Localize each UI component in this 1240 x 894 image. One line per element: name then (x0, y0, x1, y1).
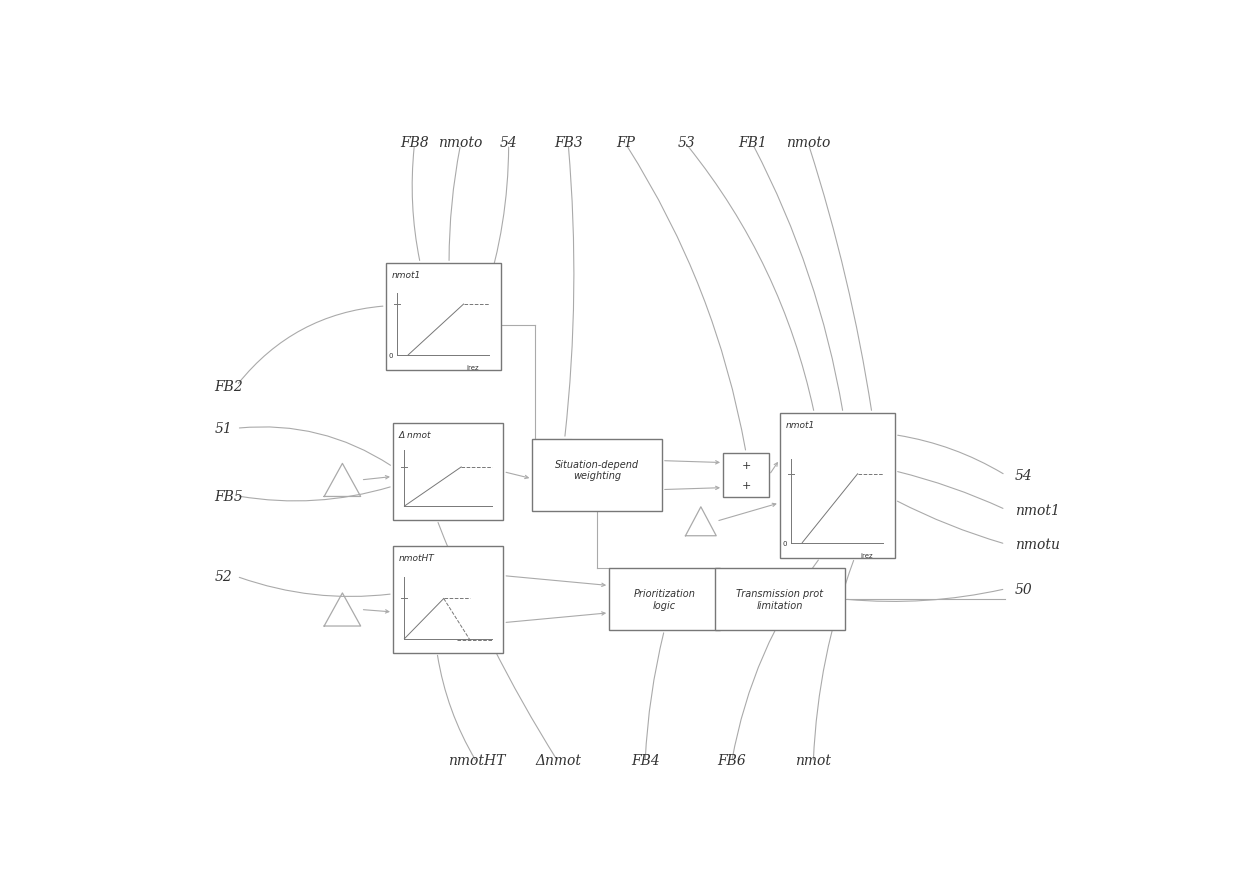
Text: 53: 53 (677, 136, 696, 150)
Bar (780, 414, 895, 558)
Text: nmoto: nmoto (786, 136, 831, 150)
Text: FB2: FB2 (215, 379, 243, 393)
Text: +: + (742, 460, 750, 471)
Text: nmot1: nmot1 (1016, 503, 1060, 517)
Text: Prioritization
logic: Prioritization logic (634, 588, 696, 611)
Text: Situation-depend
weighting: Situation-depend weighting (556, 460, 639, 481)
Text: 54: 54 (500, 136, 517, 150)
Bar (393, 424, 503, 520)
Text: FB1: FB1 (738, 136, 768, 150)
Text: +: + (742, 480, 750, 491)
Text: 52: 52 (215, 569, 232, 584)
Bar (393, 546, 503, 653)
Text: FB6: FB6 (717, 753, 746, 767)
Text: nmotu: nmotu (1016, 537, 1060, 552)
Text: Δ nmot: Δ nmot (398, 431, 432, 440)
Bar (386, 264, 501, 371)
Text: nmoto: nmoto (439, 136, 482, 150)
Text: FB4: FB4 (631, 753, 660, 767)
Text: nmot1: nmot1 (392, 271, 420, 280)
Bar (714, 569, 844, 630)
Text: 0: 0 (782, 540, 787, 546)
Text: FB5: FB5 (215, 489, 243, 503)
Text: 51: 51 (215, 422, 232, 435)
Text: 0: 0 (389, 352, 393, 358)
Text: irez: irez (466, 365, 479, 371)
Text: 54: 54 (1016, 468, 1033, 483)
Text: nmotHT: nmotHT (398, 553, 434, 562)
Bar (609, 569, 719, 630)
Text: nmot1: nmot1 (785, 420, 815, 429)
Text: nmotHT: nmotHT (448, 753, 506, 767)
Text: FP: FP (616, 136, 635, 150)
Text: nmot: nmot (795, 753, 831, 767)
Text: FB3: FB3 (554, 136, 583, 150)
Text: 50: 50 (1016, 582, 1033, 596)
Text: Transmission prot
limitation: Transmission prot limitation (737, 588, 823, 611)
Bar (532, 440, 662, 511)
Text: Δnmot: Δnmot (536, 753, 582, 767)
Text: FB8: FB8 (401, 136, 429, 150)
Text: irez: irez (861, 552, 873, 559)
Bar (723, 453, 769, 498)
